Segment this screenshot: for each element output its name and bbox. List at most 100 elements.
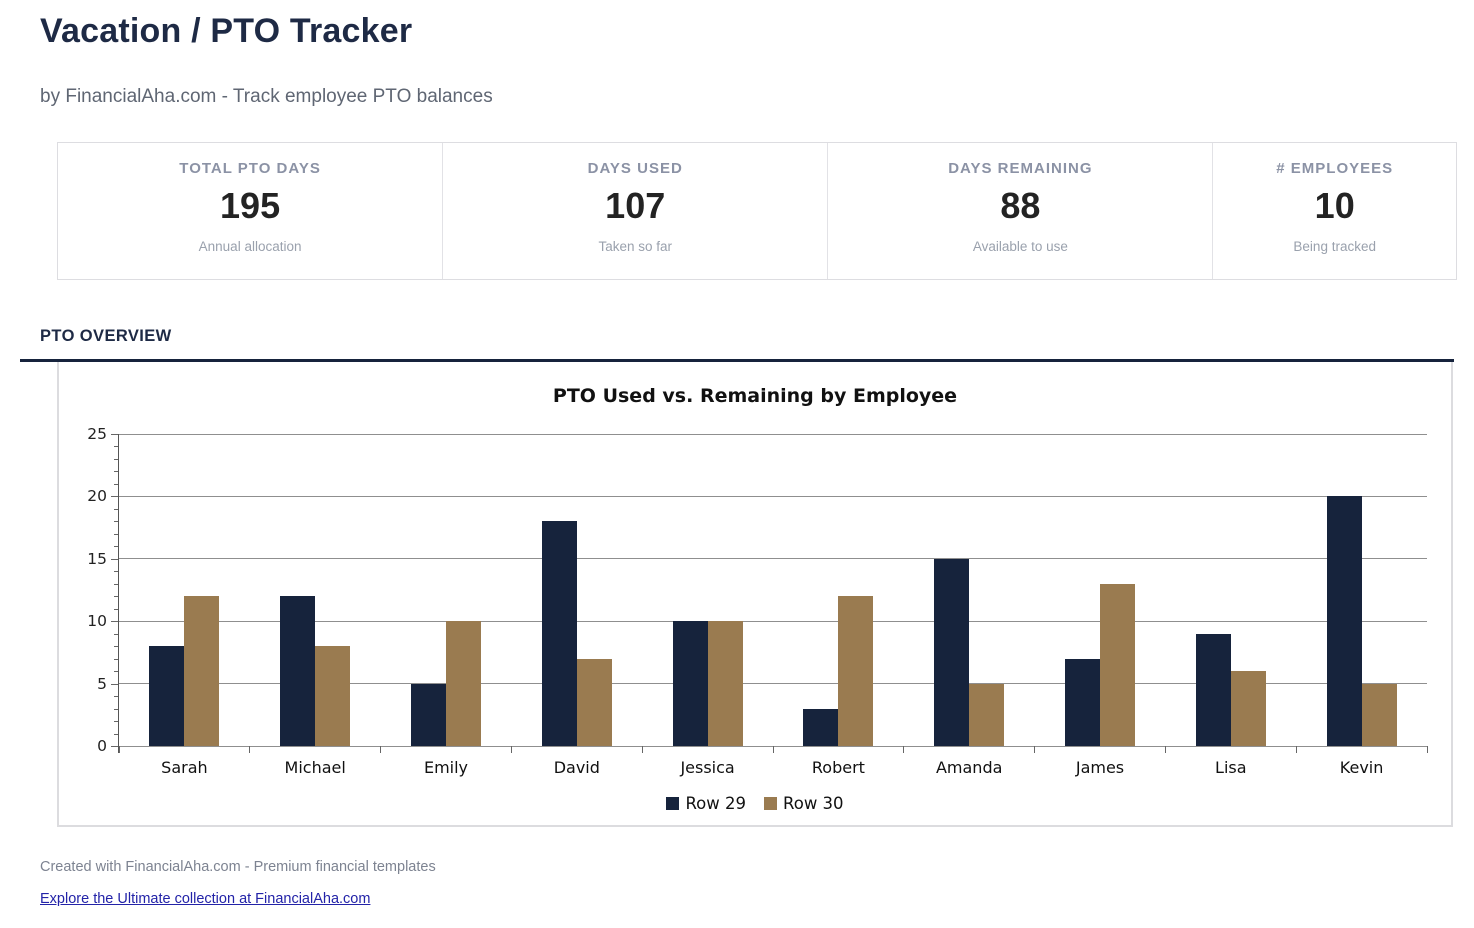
y-axis-line	[118, 434, 119, 753]
bar-row-29-james	[1065, 658, 1100, 746]
stats-row: TOTAL PTO DAYS 195 Annual allocation DAY…	[57, 142, 1457, 280]
bar-row-30-amanda	[969, 683, 1005, 746]
footer-note: Created with FinancialAha.com - Premium …	[40, 859, 436, 875]
bar-row-30-sarah	[184, 596, 220, 746]
x-axis-label: David	[553, 758, 600, 777]
stat-label: # EMPLOYEES	[1276, 160, 1394, 177]
y-axis-minor-tick	[114, 658, 119, 660]
y-axis-minor-tick	[114, 483, 119, 485]
y-axis-label: 20	[87, 487, 107, 506]
y-axis-minor-tick	[114, 708, 119, 710]
pto-chart-card: PTO Used vs. Remaining by Employee 0 5 10 1…	[57, 362, 1453, 827]
x-axis-label: Jessica	[680, 758, 735, 777]
gridline	[119, 620, 1427, 622]
gridline	[119, 433, 1427, 435]
stat-label: DAYS USED	[587, 160, 683, 177]
x-axis-label: Sarah	[161, 758, 208, 777]
x-axis-boundary-tick	[641, 746, 643, 753]
chart-title: PTO Used vs. Remaining by Employee	[552, 385, 958, 407]
bar-row-29-emily	[411, 683, 446, 746]
gridline	[119, 558, 1427, 560]
footer-link[interactable]: Explore the Ultimate collection at Finan…	[40, 891, 371, 907]
legend-item-row-29: Row 29	[666, 794, 746, 813]
bar-row-29-lisa	[1195, 633, 1231, 746]
x-axis-boundary-tick	[118, 746, 120, 753]
bar-row-29-michael	[280, 596, 316, 746]
section-divider-rule	[20, 359, 1454, 362]
y-axis-label: 5	[97, 674, 107, 693]
bar-row-30-james	[1100, 583, 1135, 746]
y-axis-major-tick	[111, 683, 119, 685]
chart-plot-area: 0 5 10 15 20 25 Sarah Michael Emily David Jessica R…	[87, 425, 1428, 777]
stat-subtext: Available to use	[972, 239, 1068, 254]
x-axis-boundary-tick	[1034, 746, 1036, 753]
y-axis-major-tick	[111, 746, 119, 747]
y-axis-label: 15	[87, 549, 107, 568]
stat-subtext: Being tracked	[1293, 239, 1376, 254]
legend-swatch-row-30	[764, 797, 777, 810]
stat-label: TOTAL PTO DAYS	[179, 160, 321, 177]
stat-card-employees: # EMPLOYEES 10 Being tracked	[1212, 143, 1456, 279]
chart-legend: Row 29 Row 30	[59, 794, 1451, 813]
y-axis-minor-tick	[114, 633, 119, 635]
y-axis-minor-tick	[114, 533, 119, 535]
y-axis-minor-tick	[114, 446, 119, 448]
legend-item-row-30: Row 30	[764, 794, 844, 813]
x-axis-label: Robert	[811, 758, 865, 777]
stat-card-total-pto-days: TOTAL PTO DAYS 195 Annual allocation	[58, 143, 442, 279]
bar-row-30-lisa	[1230, 671, 1266, 746]
y-axis-minor-tick	[114, 646, 119, 648]
x-axis-label: Emily	[423, 758, 469, 777]
x-axis-label: James	[1075, 758, 1125, 777]
legend-label: Row 29	[685, 794, 746, 813]
y-axis-major-tick	[111, 496, 119, 498]
bar-row-30-michael	[315, 646, 351, 746]
bar-row-30-robert	[838, 596, 874, 746]
y-axis-minor-tick	[114, 696, 119, 698]
page-title: Vacation / PTO Tracker	[40, 12, 413, 50]
bar-row-29-amanda	[934, 558, 970, 746]
stat-value: 107	[605, 185, 666, 226]
y-axis-minor-tick	[114, 733, 119, 735]
y-axis-minor-tick	[114, 721, 119, 723]
bar-row-30-david	[576, 658, 612, 746]
y-axis-minor-tick	[114, 596, 119, 598]
x-axis-boundary-tick	[249, 746, 251, 753]
bar-row-30-kevin	[1361, 683, 1397, 746]
y-axis-major-tick	[111, 558, 119, 560]
gridline	[119, 495, 1427, 497]
bar-row-29-david	[541, 521, 577, 746]
section-header-pto-overview: PTO OVERVIEW	[40, 327, 172, 345]
stat-card-days-remaining: DAYS REMAINING 88 Available to use	[827, 143, 1212, 279]
x-axis-label: Kevin	[1339, 758, 1384, 777]
y-axis-label: 10	[87, 612, 107, 631]
x-axis-boundary-tick	[1426, 746, 1428, 753]
x-axis-boundary-tick	[1295, 746, 1297, 753]
stat-subtext: Annual allocation	[198, 239, 302, 254]
y-axis-minor-tick	[114, 471, 119, 473]
y-axis-minor-tick	[114, 608, 119, 610]
x-axis-boundary-tick	[772, 746, 774, 753]
stat-label: DAYS REMAINING	[948, 160, 1093, 177]
x-axis-label: Michael	[284, 758, 346, 777]
x-axis-boundary-tick	[510, 746, 512, 753]
y-axis-minor-tick	[114, 508, 119, 510]
stat-card-days-used: DAYS USED 107 Taken so far	[442, 143, 827, 279]
bar-row-29-robert	[803, 708, 839, 746]
x-axis-boundary-tick	[903, 746, 905, 753]
x-axis-label: Amanda	[935, 758, 1003, 777]
page-subtitle: by FinancialAha.com - Track employee PTO…	[40, 86, 493, 107]
y-axis-label: 0	[97, 737, 107, 755]
legend-label: Row 30	[783, 794, 844, 813]
y-axis-minor-tick	[114, 671, 119, 673]
y-axis-minor-tick	[114, 571, 119, 573]
y-axis-major-tick	[111, 621, 119, 623]
stat-subtext: Taken so far	[598, 239, 672, 254]
bar-row-30-emily	[446, 621, 481, 746]
legend-swatch-row-29	[666, 797, 680, 810]
y-axis-minor-tick	[114, 546, 119, 548]
stat-value: 195	[220, 185, 281, 226]
x-axis-boundary-tick	[380, 746, 382, 753]
bar-row-30-jessica	[707, 621, 743, 746]
stat-value: 88	[1000, 185, 1041, 226]
